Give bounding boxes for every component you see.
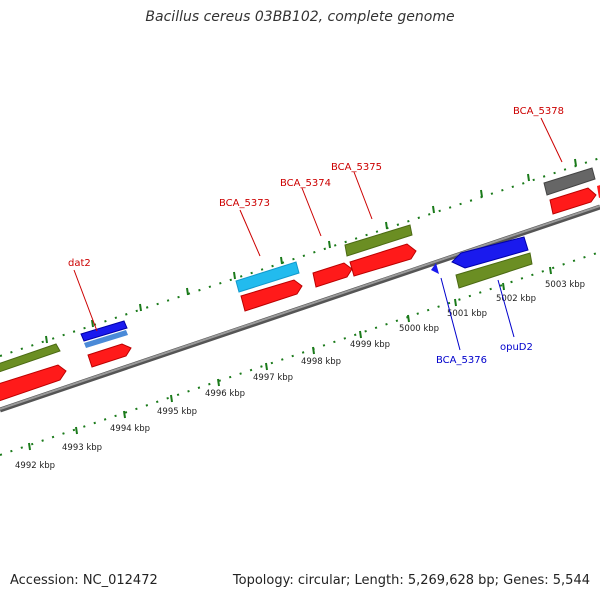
blue-gene-bca-5376 — [431, 263, 439, 274]
map-title: Bacillus cereus 03BB102, complete genome — [145, 9, 455, 25]
red-cds-arrow — [312, 262, 353, 288]
blue-gene-dat2-lower — [84, 330, 128, 348]
gene-label-opud2: opuD2 — [500, 342, 533, 353]
blue-gene-dat2 — [80, 320, 128, 342]
blue-gene-opud2 — [451, 236, 529, 269]
olive-feature — [0, 343, 61, 373]
gene-label-bca-5376: BCA_5376 — [436, 355, 487, 366]
kbp-label: 5000 kbp — [399, 324, 439, 334]
red-cds-arrow — [240, 279, 303, 312]
kbp-label: 4996 kbp — [205, 389, 245, 399]
accession-text: Accession: NC_012472 — [10, 573, 158, 588]
label-leader — [301, 187, 322, 237]
kbp-label: 4992 kbp — [15, 461, 55, 471]
gray-gene-bca-5378 — [543, 167, 596, 196]
kbp-label: 5001 kbp — [447, 309, 487, 319]
olive-feature — [455, 252, 533, 289]
gene-label-bca-5374: BCA_5374 — [280, 178, 331, 189]
kbp-label: 4998 kbp — [301, 357, 341, 367]
gene-label-bca-5373: BCA_5373 — [219, 198, 270, 209]
label-leader — [440, 277, 461, 351]
reverse-major-ticks — [28, 266, 552, 451]
gene-label-bca-5378: BCA_5378 — [513, 106, 564, 117]
kbp-label: 4994 kbp — [110, 424, 150, 434]
forward-major-ticks — [45, 158, 577, 344]
red-cds-arrow-partial — [597, 185, 600, 198]
kbp-label: 4993 kbp — [62, 443, 102, 453]
red-cds-arrow — [549, 187, 597, 215]
gene-label-dat2: dat2 — [68, 258, 91, 269]
red-cds-arrow — [87, 343, 132, 368]
cyan-gene-bca-5373 — [235, 261, 300, 293]
olive-gene-bca-5375 — [344, 224, 413, 257]
red-cds-arrow — [349, 243, 417, 277]
kbp-label: 4997 kbp — [253, 373, 293, 383]
reverse-tick-track — [0, 251, 600, 456]
red-cds-arrow — [0, 364, 67, 402]
label-leader — [540, 117, 563, 163]
label-leader — [497, 279, 515, 338]
kbp-label: 4999 kbp — [350, 340, 390, 350]
label-leader — [239, 209, 261, 257]
genome-backbone-highlight — [0, 205, 600, 410]
label-leader — [353, 171, 373, 220]
gene-label-bca-5375: BCA_5375 — [331, 162, 382, 173]
label-leader — [73, 269, 98, 332]
genome-stats-text: Topology: circular; Length: 5,269,628 bp… — [232, 573, 590, 588]
kbp-label: 4995 kbp — [157, 407, 197, 417]
kbp-label: 5003 kbp — [545, 280, 585, 290]
kbp-label: 5002 kbp — [496, 294, 536, 304]
